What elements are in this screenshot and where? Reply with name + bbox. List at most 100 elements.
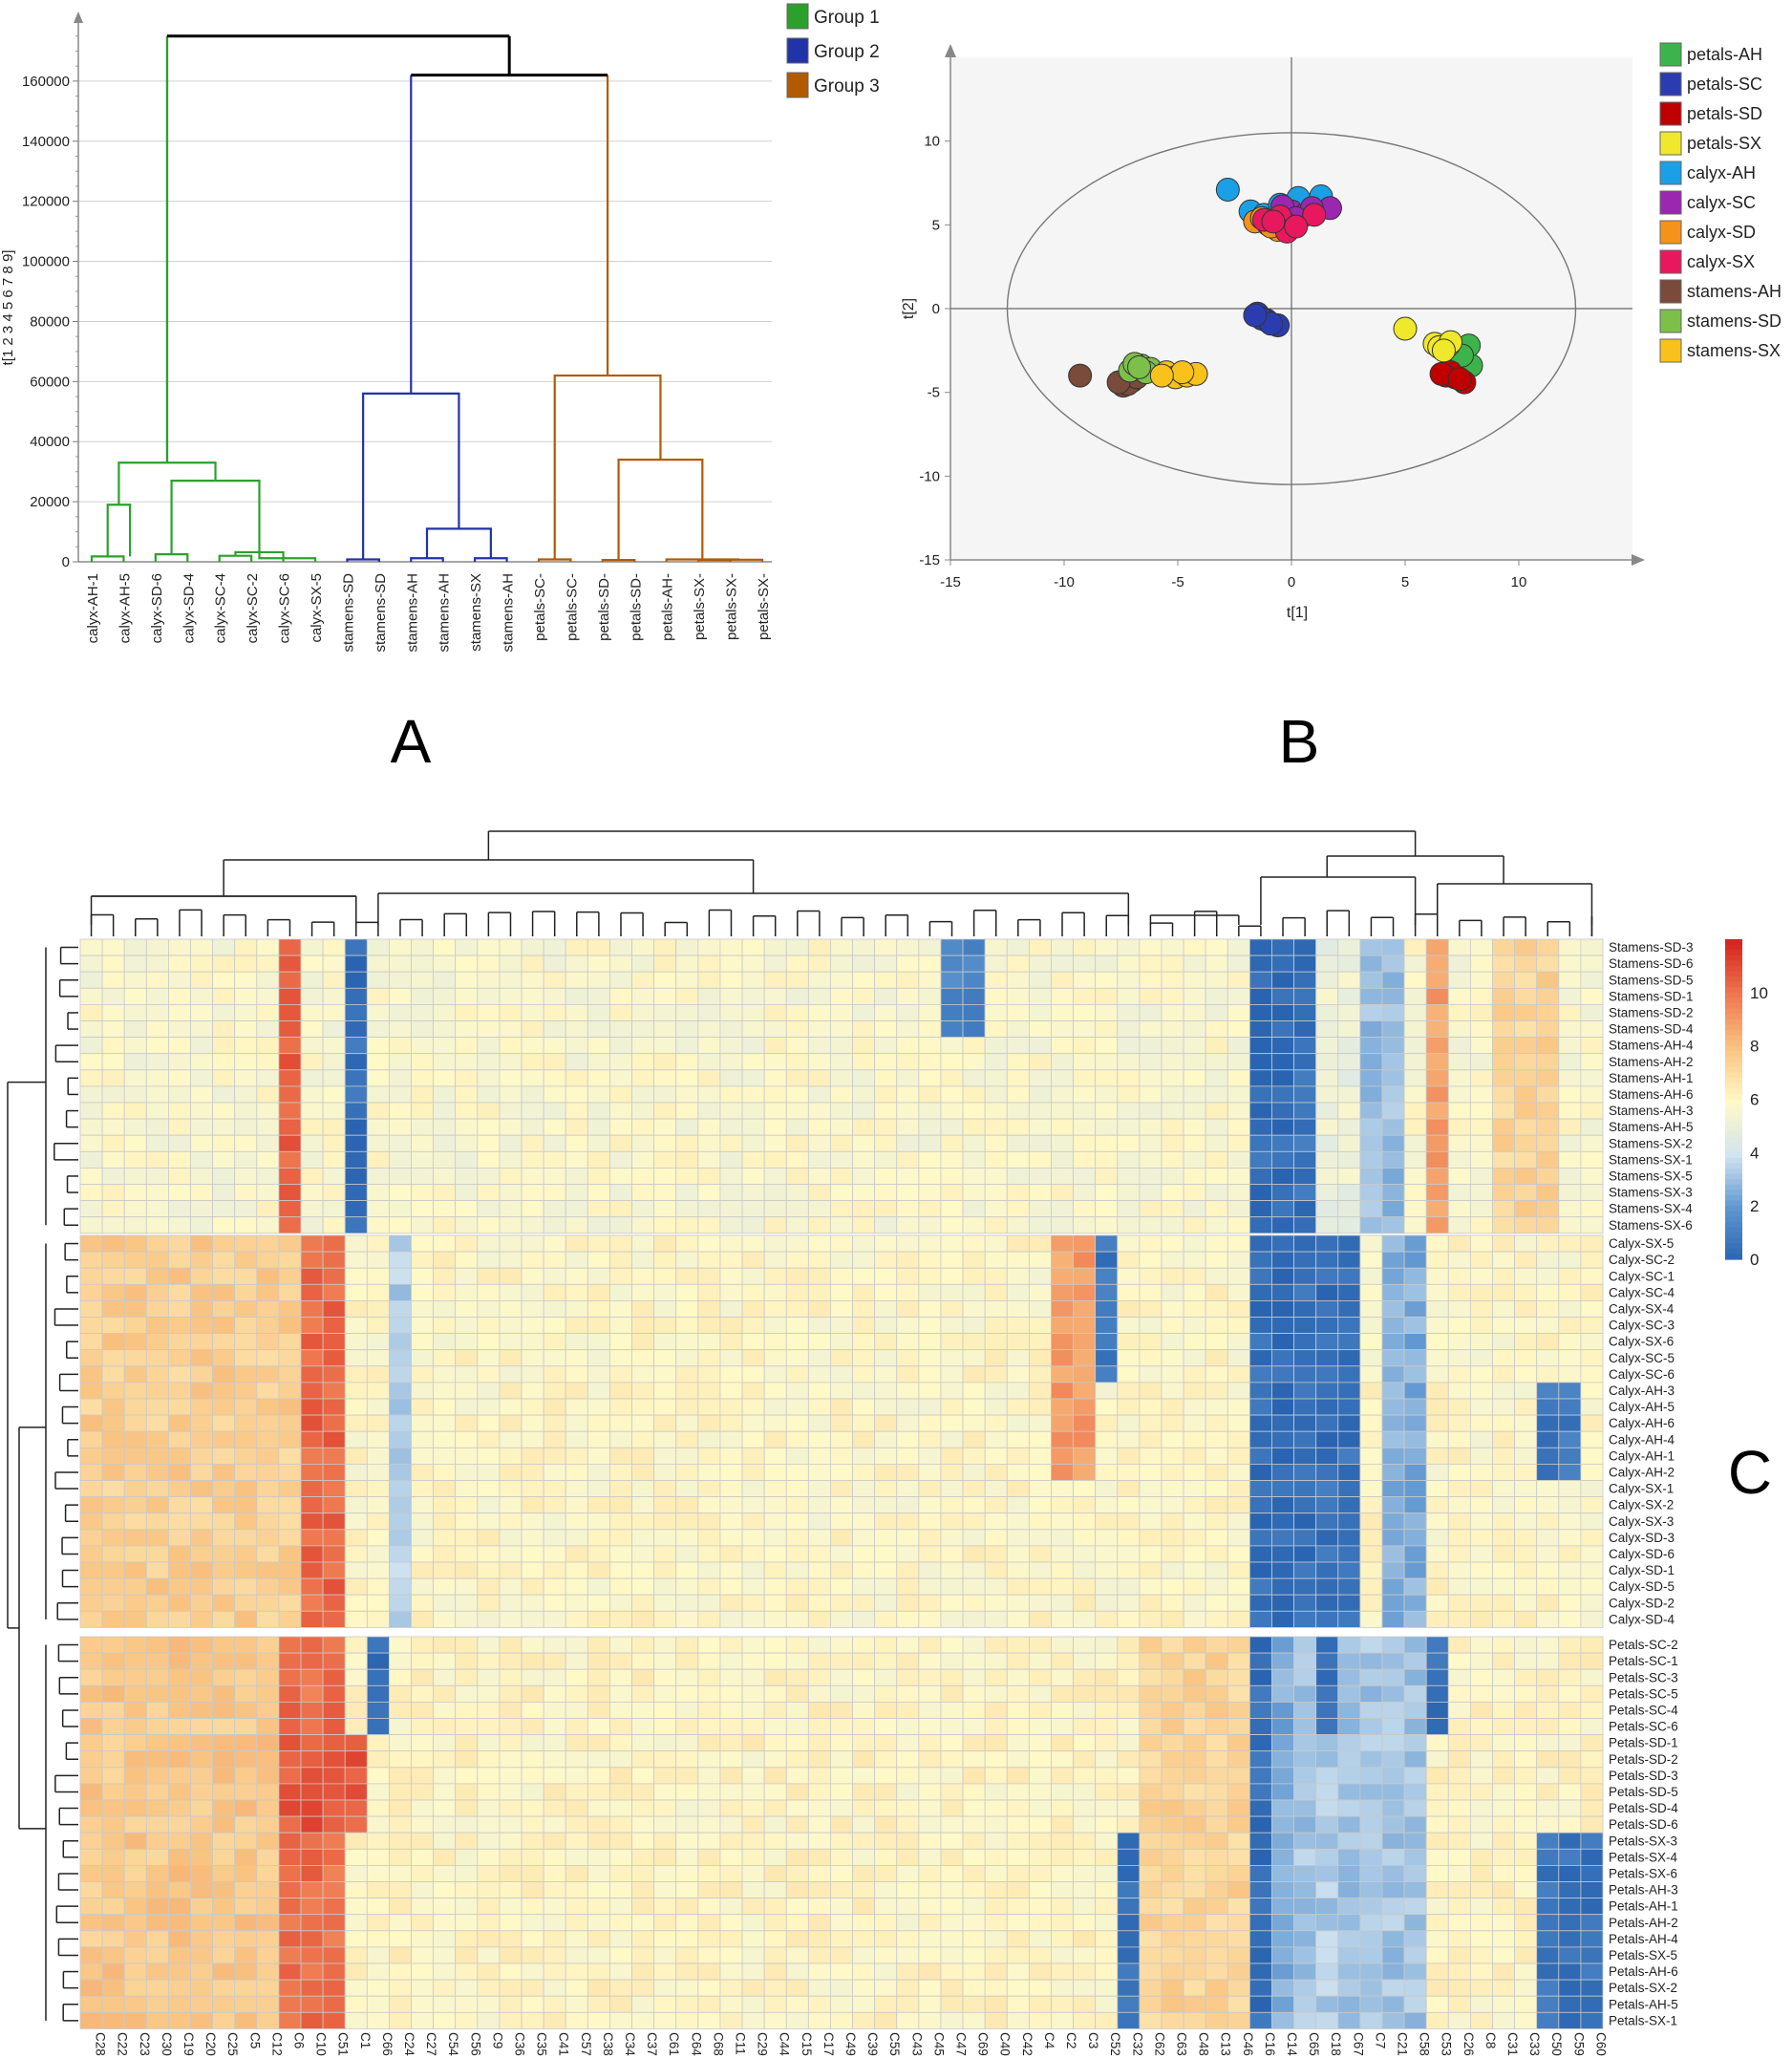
c-cell: [1337, 1529, 1361, 1547]
c-cell: [433, 1267, 457, 1285]
c-cell: [1337, 1946, 1361, 1964]
c-cell: [1337, 1053, 1361, 1071]
c-cell: [1536, 1914, 1560, 1932]
c-cell: [477, 1865, 501, 1882]
c-cell: [1227, 1430, 1250, 1448]
c-cell: [807, 971, 831, 989]
c-cell: [785, 1382, 809, 1400]
c-cell: [1183, 1832, 1206, 1850]
c-cell: [1183, 1069, 1206, 1087]
c-cell: [212, 1184, 236, 1202]
c-cell: [411, 1349, 435, 1367]
c-cell: [1492, 1333, 1515, 1351]
c-cell: [565, 1529, 588, 1547]
c-cell: [477, 971, 501, 989]
c-cell: [1403, 1684, 1427, 1703]
c-cell: [807, 1718, 831, 1736]
c-cell: [631, 1979, 655, 1997]
c-cell: [874, 1734, 898, 1752]
c-cell: [940, 1636, 964, 1654]
c-cell: [1514, 1200, 1538, 1218]
c-cell: [1337, 1349, 1361, 1367]
c-cell: [543, 1881, 566, 1899]
c-cell: [433, 1102, 457, 1120]
c-cell: [1558, 1118, 1582, 1136]
c-cell: [940, 1594, 964, 1612]
c-cell: [587, 1300, 610, 1318]
c-cell: [1051, 1561, 1074, 1579]
c-cell: [807, 1414, 831, 1432]
c-cell: [609, 1914, 632, 1932]
c-cell: [741, 1349, 765, 1367]
c-cell: [1492, 1118, 1515, 1136]
c-cell: [278, 1447, 302, 1465]
a-ytick-label: 0: [62, 554, 70, 570]
c-cell: [1293, 1037, 1317, 1055]
c-cell: [1248, 1995, 1272, 2013]
c-cell: [234, 1102, 258, 1120]
c-cell: [763, 1464, 787, 1481]
c-cell: [653, 1594, 677, 1612]
c-cell: [1183, 1464, 1206, 1481]
c-cell: [455, 1610, 479, 1628]
c-cell: [344, 1652, 368, 1670]
c-cell: [499, 1610, 523, 1628]
c-cell: [1381, 1168, 1405, 1185]
c-cell: [543, 2011, 566, 2029]
c-cell: [278, 1946, 302, 1964]
panel-c-column-dendrogram: [90, 830, 1593, 936]
c-cell: [1028, 1979, 1052, 1997]
b-legend-label: stamens-AH: [1687, 282, 1781, 301]
c-cell: [433, 1414, 457, 1432]
c-cell: [1558, 1684, 1582, 1703]
c-cell: [1139, 1652, 1163, 1670]
c-cell: [1469, 1577, 1493, 1596]
c-cell: [565, 1668, 588, 1686]
c-cell: [675, 1283, 699, 1301]
c-cell: [1227, 1200, 1250, 1218]
c-cell: [1359, 1718, 1383, 1736]
c-cell: [79, 1702, 103, 1719]
c-cell: [1580, 1881, 1604, 1899]
c-cell: [366, 1652, 390, 1670]
c-cell: [1536, 938, 1560, 956]
c-cell: [1006, 1365, 1030, 1383]
c-cell: [565, 1200, 588, 1218]
c-cell: [1117, 1577, 1141, 1596]
c-cell: [389, 1085, 412, 1104]
c-cell: [499, 1512, 523, 1531]
c-cell: [1095, 1234, 1119, 1253]
c-cell: [984, 1184, 1008, 1202]
c-cell: [896, 1848, 920, 1866]
c-cell: [874, 1512, 898, 1531]
c-cell: [1425, 1134, 1449, 1152]
c-cell: [587, 938, 610, 956]
c-cell: [1514, 1946, 1538, 1964]
c-cell: [300, 1512, 324, 1531]
c-cell: [1469, 1251, 1493, 1269]
c-cell: [366, 1464, 390, 1481]
c-cell: [1403, 1251, 1427, 1269]
c-cell: [521, 1300, 544, 1318]
c-cell: [918, 1496, 942, 1514]
c-cell: [852, 1085, 876, 1104]
c-cell: [190, 1750, 214, 1769]
c-cell: [609, 1069, 632, 1087]
c-cell: [1381, 1702, 1405, 1719]
c-cell: [190, 1300, 214, 1318]
c-cell: [896, 1767, 920, 1785]
c-cell: [455, 1168, 479, 1185]
c-cell: [697, 1652, 721, 1670]
c-cell: [477, 1251, 501, 1269]
c-cell: [785, 1300, 809, 1318]
c-cell: [322, 1636, 346, 1654]
c-cell: [1205, 1930, 1228, 1948]
c-cell: [1095, 1200, 1119, 1218]
c-cell: [300, 1668, 324, 1686]
c-cell: [1469, 1979, 1493, 1997]
c-cell: [389, 1946, 412, 1964]
c-cell: [896, 1684, 920, 1703]
c-cell: [1425, 971, 1449, 989]
c-cell: [1271, 1150, 1294, 1169]
c-cell: [1271, 938, 1294, 956]
